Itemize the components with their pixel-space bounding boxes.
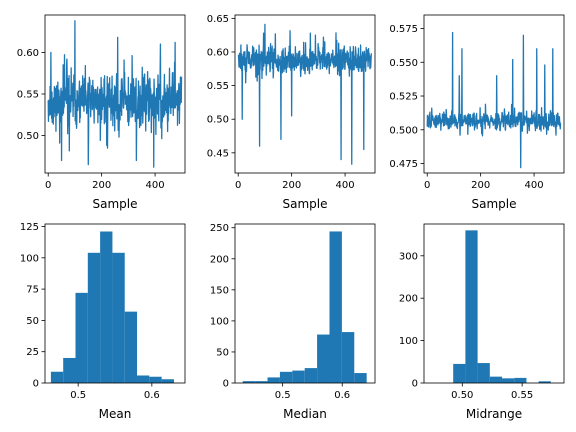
histogram-bar	[341, 332, 355, 383]
y-tick-label: 0.50	[17, 131, 39, 142]
x-tick-label: 0.5	[275, 390, 291, 401]
histogram-bar	[502, 378, 515, 383]
y-tick-label: 200	[210, 254, 229, 265]
x-tick-label: 400	[146, 180, 165, 191]
y-tick-label: 0	[412, 379, 418, 390]
x-tick-label: 400	[525, 180, 544, 191]
y-tick-label: 250	[210, 223, 229, 234]
histogram-bar	[50, 371, 64, 383]
histogram-bar	[75, 292, 88, 383]
x-tick-label: 200	[471, 180, 490, 191]
y-tick-label: 75	[26, 285, 39, 296]
axes-frame	[234, 223, 376, 384]
y-tick-label: 100	[399, 336, 418, 347]
x-axis-label: Mean	[99, 407, 132, 421]
histogram-bar	[489, 376, 503, 383]
y-tick-label: 0.50	[207, 115, 229, 126]
x-tick-label: 200	[92, 180, 111, 191]
histogram-bar	[267, 377, 280, 383]
histogram-bar	[538, 381, 551, 383]
histogram-bar	[112, 252, 125, 383]
x-axis-label: Sample	[93, 197, 138, 211]
y-tick-label: 50	[26, 316, 39, 327]
histogram-bar	[453, 363, 466, 383]
histogram-bar	[100, 231, 113, 383]
y-tick-label: 125	[20, 222, 39, 233]
subplot-3-sample-midrange-trace: 0 200 400 0.475 0.500 0.525 0.550 0.575 Sample	[389, 14, 565, 211]
histogram-bar	[477, 363, 490, 383]
subplot-2-sample-median-trace: 0 200 400 0.45 0.50 0.55 0.60 0.65 Sample	[207, 14, 376, 211]
y-tick-label: 300	[399, 251, 418, 262]
series-line	[47, 20, 183, 168]
histogram-bar	[124, 311, 138, 383]
series-line	[426, 31, 562, 169]
histogram-bar	[87, 252, 101, 383]
histogram-bar	[255, 381, 268, 383]
y-tick-label: 0	[223, 379, 229, 390]
x-tick-label: 0	[235, 180, 241, 191]
axes-frame	[423, 14, 565, 174]
histogram-bar	[354, 373, 367, 383]
histogram-bar	[465, 230, 478, 383]
x-tick-label: 0.55	[511, 390, 533, 401]
x-tick-label: 0.6	[144, 390, 160, 401]
y-tick-label: 100	[210, 316, 229, 327]
histogram-bar	[161, 379, 174, 383]
y-tick-label: 150	[210, 285, 229, 296]
axes-frame	[423, 223, 565, 384]
x-tick-label: 0	[45, 180, 51, 191]
histogram-bar	[514, 377, 527, 383]
x-tick-label: 200	[282, 180, 301, 191]
y-tick-label: 0.55	[207, 81, 229, 92]
histogram-bar	[63, 357, 76, 383]
series-line	[237, 23, 373, 165]
y-tick-label: 0.55	[17, 90, 39, 101]
x-axis-label: Sample	[283, 197, 328, 211]
y-tick-label: 0.550	[389, 58, 418, 69]
x-tick-label: 0.6	[334, 390, 350, 401]
y-tick-label: 50	[216, 347, 229, 358]
subplot-5-median-histogram: 0.5 0.6 0 50 100 150 200 250 Median	[210, 223, 376, 421]
histogram-bar	[149, 376, 162, 383]
y-tick-label: 0.45	[207, 148, 229, 159]
y-tick-label: 0.60	[17, 48, 39, 59]
axes-frame	[234, 14, 376, 174]
subplot-6-midrange-histogram: 0.50 0.55 0 100 200 300 Midrange	[399, 223, 565, 421]
histogram-bar	[317, 334, 330, 383]
subplot-4-mean-histogram: 0.5 0.6 0 25 50 75 100 125 Mean	[20, 222, 186, 421]
x-tick-label: 0	[424, 180, 430, 191]
x-axis-label: Median	[283, 407, 327, 421]
histogram-bar	[242, 381, 256, 383]
x-axis-label: Midrange	[466, 407, 522, 421]
y-tick-label: 0.65	[207, 14, 229, 25]
y-tick-label: 100	[20, 253, 39, 264]
histogram-bar	[329, 231, 342, 383]
x-axis-label: Sample	[472, 197, 517, 211]
x-tick-label: 400	[336, 180, 355, 191]
histogram-bar	[279, 371, 293, 383]
axes-frame	[44, 223, 186, 384]
y-tick-label: 0.475	[389, 159, 418, 170]
y-tick-label: 25	[26, 347, 39, 358]
histogram-bar	[137, 375, 150, 383]
y-tick-label: 0.525	[389, 92, 418, 103]
x-tick-label: 0.50	[451, 390, 473, 401]
y-tick-label: 0	[33, 379, 39, 390]
histogram-bar	[292, 370, 305, 383]
histogram-bar	[304, 368, 318, 383]
y-tick-label: 200	[399, 294, 418, 305]
subplot-1-sample-mean-trace: 0 200 400 0.50 0.55 0.60 Sample	[17, 14, 186, 211]
x-tick-label: 0.5	[70, 390, 86, 401]
y-tick-label: 0.60	[207, 47, 229, 58]
y-tick-label: 0.500	[389, 125, 418, 136]
y-tick-label: 0.575	[389, 24, 418, 35]
